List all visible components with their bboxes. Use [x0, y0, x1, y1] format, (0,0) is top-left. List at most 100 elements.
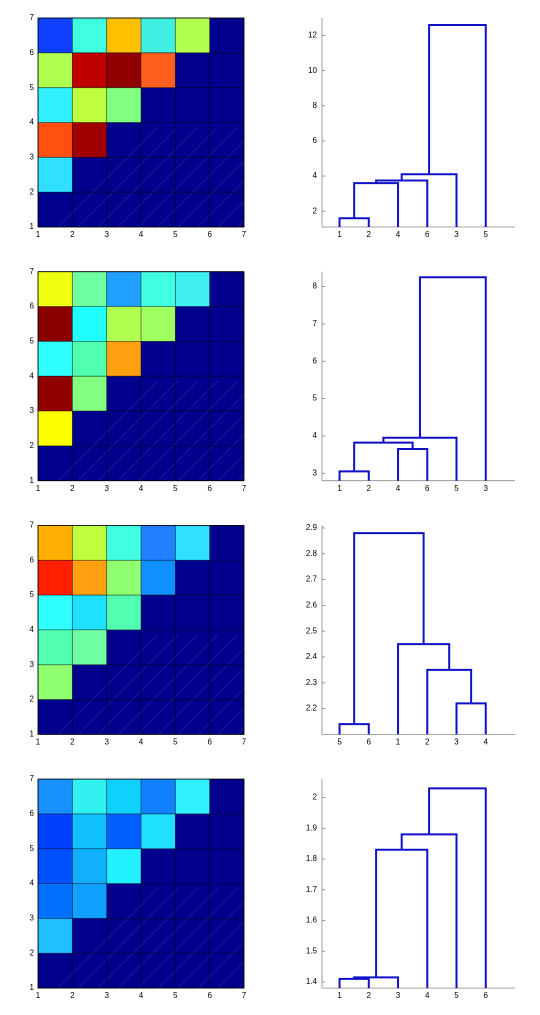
heatmap-cell — [106, 306, 141, 342]
dendrogram-link — [338, 470, 370, 481]
plot-frame — [37, 525, 245, 735]
x-tick-label: 3 — [104, 484, 109, 493]
y-tick-label: 7 — [30, 267, 35, 276]
y-tick-label: 8 — [313, 101, 318, 110]
y-tick-label: 2.4 — [306, 652, 318, 661]
heatmap: 1 2 3 4 5 6 7 1 2 3 4 5 6 7 — [30, 774, 359, 1000]
dendrogram-link — [338, 977, 370, 989]
x-tick-label: 2 — [70, 484, 75, 493]
heatmap-cell — [106, 595, 141, 630]
y-tick-label: 6 — [30, 555, 35, 564]
heatmap-cell — [72, 52, 107, 88]
y-tick-label: 5 — [30, 844, 35, 853]
heatmap-cell — [38, 595, 73, 630]
heatmap-cell — [106, 18, 141, 53]
heatmap-cell — [38, 560, 73, 596]
dendrogram-link — [397, 447, 429, 481]
texture-line — [177, 887, 279, 989]
plot-frame — [37, 17, 245, 228]
heatmap-cell — [106, 271, 141, 307]
leaf-label: 4 — [425, 991, 430, 1000]
y-tick-label: 2.5 — [306, 626, 318, 635]
leaf-label: 5 — [484, 230, 489, 239]
dendrogram-link — [375, 179, 429, 227]
heatmap-cell — [38, 848, 73, 884]
heatmap-cell — [38, 157, 73, 193]
dendrogram-link — [353, 976, 400, 989]
leaf-label: 3 — [454, 230, 459, 239]
x-tick-label: 5 — [173, 738, 178, 747]
texture-line — [137, 887, 239, 989]
heatmap-cell — [141, 560, 176, 596]
y-tick-label: 2 — [30, 695, 35, 704]
heatmap-cell — [141, 779, 176, 814]
heatmap-cell — [38, 629, 73, 665]
texture-line — [77, 634, 179, 735]
y-tick-label: 1.6 — [306, 916, 318, 925]
heatmap-cell — [141, 271, 176, 307]
dendrogram-link — [353, 532, 425, 725]
texture-line — [257, 380, 359, 481]
y-tick-label: 3 — [30, 406, 35, 415]
x-tick-label: 1 — [36, 484, 41, 493]
y-tick-label: 1.9 — [306, 823, 318, 832]
texture-line — [97, 634, 199, 735]
leaf-label: 6 — [484, 991, 489, 1000]
heatmap-cell — [38, 664, 73, 700]
texture-line — [77, 126, 179, 228]
y-tick-label: 3 — [313, 468, 318, 477]
y-tick-label: 6 — [30, 302, 35, 311]
heatmap-cell — [38, 341, 73, 377]
leaf-label: 3 — [396, 991, 401, 1000]
y-tick-label: 2.7 — [306, 575, 318, 584]
leaf-label: 2 — [425, 738, 430, 747]
leaf-label: 3 — [484, 484, 489, 493]
heatmap-cell — [141, 525, 176, 561]
heatmap-cell — [141, 306, 176, 342]
heatmap-cell — [72, 87, 107, 123]
texture-line — [217, 887, 319, 989]
leaf-label: 4 — [396, 230, 401, 239]
y-tick-label: 6 — [30, 48, 35, 57]
heatmap-cell — [38, 779, 73, 814]
leaf-label: 6 — [367, 738, 372, 747]
heatmap-cell — [106, 813, 141, 849]
heatmap-cell — [38, 525, 73, 561]
texture-line — [97, 887, 199, 989]
heatmap-cell — [106, 525, 141, 561]
y-tick-label: 2.6 — [306, 600, 318, 609]
heatmap-cell — [106, 779, 141, 814]
leaf-label: 1 — [337, 484, 342, 493]
x-tick-label: 7 — [242, 230, 247, 239]
x-tick-label: 3 — [104, 738, 109, 747]
leaf-label: 4 — [484, 738, 489, 747]
texture-line — [177, 380, 279, 481]
texture-line — [117, 634, 219, 735]
y-tick-label: 2 — [313, 206, 318, 215]
y-tick-label: 1.5 — [306, 946, 318, 955]
y-tick-label: 5 — [30, 336, 35, 345]
dendrogram-link — [418, 276, 487, 481]
dendrogram-link — [353, 182, 400, 227]
y-tick-label: 8 — [313, 282, 318, 291]
y-tick-label: 5 — [30, 590, 35, 599]
dendrogram-link — [400, 173, 458, 227]
y-tick-label: 6 — [313, 136, 318, 145]
y-tick-label: 6 — [313, 356, 318, 365]
x-tick-label: 2 — [70, 991, 75, 1000]
x-tick-label: 1 — [36, 230, 41, 239]
heatmap-cell — [72, 560, 107, 596]
texture-line — [77, 887, 179, 989]
dendrogram-link — [338, 723, 370, 735]
heatmap-cell — [72, 341, 107, 377]
texture-line — [117, 380, 219, 481]
dendrogram: 1.4 1.5 1.6 1.7 1.8 1.9 2 1 2 3 4 5 6 — [306, 779, 515, 1000]
dendrogram-link — [397, 643, 451, 735]
dendrogram: 2.2 2.3 2.4 2.5 2.6 2.7 2.8 2.9 5 6 1 2 3 4 — [306, 523, 515, 747]
leaf-label: 6 — [425, 484, 430, 493]
texture-line — [177, 634, 279, 735]
heatmap-cell — [106, 52, 141, 88]
x-tick-label: 5 — [173, 484, 178, 493]
